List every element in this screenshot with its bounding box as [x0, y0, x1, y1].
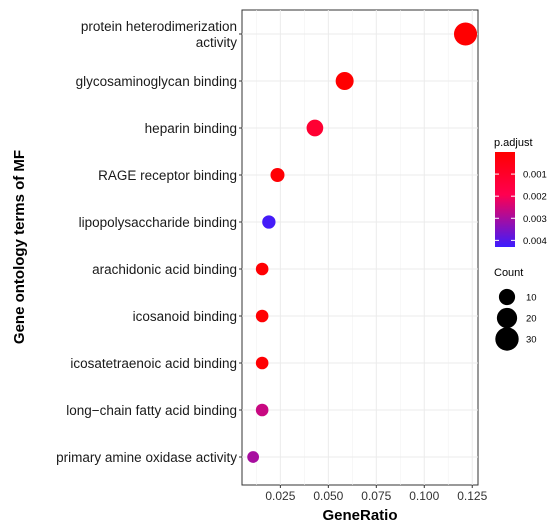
data-point: [255, 403, 269, 417]
color-legend-title: p.adjust: [494, 137, 533, 149]
size-legend: Count 10 20 30: [494, 267, 537, 351]
color-legend-label: 0.002: [523, 192, 547, 203]
color-legend-label: 0.003: [523, 214, 547, 225]
y-axis-title: Gene ontology terms of MF: [11, 150, 28, 344]
size-legend-title: Count: [494, 267, 523, 279]
x-tick-label: 0.050: [313, 489, 343, 503]
data-point: [262, 215, 276, 229]
y-axis-category-labels: protein heterodimerization activity glycos…: [56, 19, 237, 465]
x-tick-label: 0.100: [409, 489, 439, 503]
size-legend-label: 30: [526, 335, 537, 346]
data-point: [453, 22, 478, 46]
category-label: lipopolysaccharide binding: [79, 215, 237, 230]
color-legend-label: 0.001: [523, 170, 547, 181]
category-label: heparin binding: [145, 121, 237, 136]
x-tick-label: 0.025: [265, 489, 295, 503]
category-label: glycosaminoglycan binding: [76, 74, 237, 89]
size-legend-dot: [495, 327, 519, 351]
plot-panel: [241, 9, 479, 486]
category-label: RAGE receptor binding: [98, 168, 237, 183]
data-point: [255, 262, 269, 276]
data-point: [270, 168, 285, 182]
category-label: icosanoid binding: [133, 309, 237, 324]
data-point: [255, 309, 269, 323]
data-points: [247, 22, 478, 463]
data-point: [255, 356, 269, 370]
color-legend-bar: [495, 152, 515, 247]
color-legend-label: 0.004: [523, 236, 547, 247]
x-axis-title: GeneRatio: [322, 507, 397, 524]
data-point: [335, 72, 354, 90]
x-tick-label: 0.125: [457, 489, 487, 503]
size-legend-dot: [498, 288, 516, 306]
size-legend-dot: [496, 307, 518, 329]
x-axis-tick-labels: 0.025 0.050 0.075 0.100 0.125: [265, 489, 487, 503]
color-legend-ticks: 0.001 0.002 0.003 0.004: [495, 170, 547, 247]
size-legend-items: 10 20 30: [495, 288, 537, 351]
data-point: [306, 119, 324, 137]
data-point: [247, 451, 260, 463]
size-legend-label: 20: [526, 314, 537, 325]
color-legend: p.adjust 0.001 0.002 0.003 0.004: [494, 137, 547, 247]
category-label: long−chain fatty acid binding: [66, 403, 237, 418]
size-legend-label: 10: [526, 293, 537, 304]
category-label: primary amine oxidase activity: [56, 450, 237, 465]
category-label: icosatetraenoic acid binding: [70, 356, 237, 371]
category-label: arachidonic acid binding: [92, 262, 237, 277]
x-tick-label: 0.075: [361, 489, 391, 503]
axis-ticks: [239, 33, 473, 488]
category-label: protein heterodimerization activity: [81, 19, 237, 50]
